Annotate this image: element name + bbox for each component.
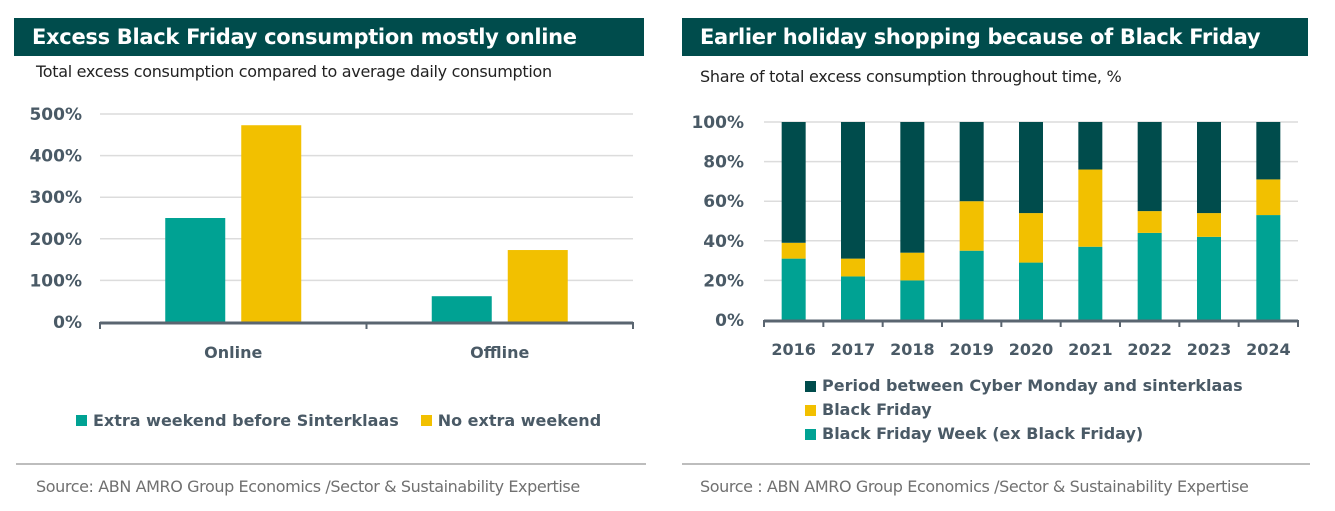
bar-segment-2017-period-between-cyber-monday-and-sinterklaas <box>841 122 865 259</box>
bar-segment-2024-black-friday-week-ex-black-friday <box>1256 215 1281 320</box>
bar-segment-2020-period-between-cyber-monday-and-sinterklaas <box>1019 122 1043 214</box>
x-category-label: 2019 <box>949 340 994 359</box>
x-category-label: 2017 <box>831 340 876 359</box>
bar-segment-2021-black-friday <box>1078 169 1103 247</box>
left-chart-title: Excess Black Friday consumption mostly o… <box>14 18 644 56</box>
bar-segment-2021-period-between-cyber-monday-and-sinterklaas <box>1078 122 1103 170</box>
x-category-label: 2023 <box>1187 340 1232 359</box>
y-tick-label: 200% <box>29 230 82 250</box>
bar-offline-no-extra-weekend <box>507 250 568 322</box>
bar-segment-2023-black-friday <box>1197 213 1221 237</box>
y-tick-label: 0% <box>715 311 744 331</box>
y-tick-label: 40% <box>703 232 744 252</box>
bar-segment-2019-black-friday <box>959 201 984 251</box>
left-chart-panel: Excess Black Friday consumption mostly o… <box>0 0 660 511</box>
y-tick-label: 20% <box>703 271 744 291</box>
source-divider <box>16 463 646 465</box>
bar-segment-2018-period-between-cyber-monday-and-sinterklaas <box>900 122 925 253</box>
bar-segment-2022-black-friday-week-ex-black-friday <box>1137 232 1162 320</box>
bar-segment-2016-black-friday-week-ex-black-friday <box>781 258 806 320</box>
teal-swatch-icon <box>805 428 816 440</box>
bar-segment-2024-black-friday <box>1256 179 1281 216</box>
legend-item-black-friday-week: Black Friday Week (ex Black Friday) <box>805 422 1243 446</box>
y-tick-label: 100% <box>691 113 744 133</box>
legend-item-cyber-monday-period: Period between Cyber Monday and sinterkl… <box>805 374 1243 398</box>
x-category-label: 2020 <box>1009 340 1054 359</box>
x-category-label: Online <box>204 343 262 362</box>
bar-offline-extra-weekend <box>431 296 492 322</box>
bar-segment-2023-black-friday-week-ex-black-friday <box>1197 236 1221 320</box>
y-tick-label: 80% <box>703 153 744 173</box>
x-category-label: 2022 <box>1127 340 1172 359</box>
right-source-note: Source : ABN AMRO Group Economics /Secto… <box>700 477 1249 496</box>
bar-segment-2019-period-between-cyber-monday-and-sinterklaas <box>959 122 984 202</box>
x-category-label: Offline <box>470 343 529 362</box>
dark-green-swatch-icon <box>805 380 816 392</box>
legend-item-no-extra-weekend: No extra weekend <box>420 411 602 430</box>
bar-segment-2023-period-between-cyber-monday-and-sinterklaas <box>1197 122 1221 214</box>
right-legend: Period between Cyber Monday and sinterkl… <box>805 374 1243 446</box>
left-source-note: Source: ABN AMRO Group Economics /Sector… <box>36 477 580 496</box>
bar-segment-2020-black-friday <box>1019 213 1043 263</box>
x-category-label: 2018 <box>890 340 935 359</box>
y-tick-label: 0% <box>53 313 82 333</box>
legend-label: Period between Cyber Monday and sinterkl… <box>822 376 1243 395</box>
right-stacked-bar-chart: 0% 20% 40% 60% 80% 100% 2016 2017 2018 2019 2020 20… <box>691 113 1299 359</box>
bar-segment-2020-black-friday-week-ex-black-friday <box>1019 262 1043 320</box>
left-chart-subtitle: Total excess consumption compared to ave… <box>36 62 552 81</box>
x-category-label: 2024 <box>1246 340 1291 359</box>
source-divider <box>682 463 1310 465</box>
legend-label: Black Friday Week (ex Black Friday) <box>822 424 1144 443</box>
bar-online-no-extra-weekend <box>241 125 302 323</box>
bar-segment-2024-period-between-cyber-monday-and-sinterklaas <box>1256 122 1281 180</box>
bar-segment-2018-black-friday <box>900 252 925 281</box>
legend-label: Black Friday <box>822 400 932 419</box>
legend-item-black-friday: Black Friday <box>805 398 1243 422</box>
teal-swatch-icon <box>76 415 87 426</box>
legend-label: No extra weekend <box>437 411 602 430</box>
bar-segment-2017-black-friday <box>841 258 865 277</box>
y-tick-label: 300% <box>29 188 82 208</box>
x-category-label: 2016 <box>771 340 816 359</box>
yellow-swatch-icon <box>805 404 816 416</box>
bar-segment-2021-black-friday-week-ex-black-friday <box>1078 246 1103 320</box>
legend-item-extra-weekend: Extra weekend before Sinterklaas <box>76 411 399 430</box>
left-bar-chart: 0% 100% 200% 300% 400% 500% Online Offline <box>29 105 634 362</box>
right-chart-subtitle: Share of total excess consumption throug… <box>700 67 1122 86</box>
y-tick-label: 500% <box>29 105 82 125</box>
bar-segment-2022-black-friday <box>1137 211 1162 233</box>
x-category-label: 2021 <box>1068 340 1113 359</box>
bar-segment-2016-black-friday <box>781 242 806 259</box>
right-chart-panel: Earlier holiday shopping because of Blac… <box>660 0 1335 511</box>
y-tick-label: 400% <box>29 147 82 167</box>
bar-segment-2019-black-friday-week-ex-black-friday <box>959 250 984 320</box>
bar-online-extra-weekend <box>165 218 226 322</box>
left-legend: Extra weekend before Sinterklaas No extr… <box>76 411 601 430</box>
legend-label: Extra weekend before Sinterklaas <box>93 411 399 430</box>
bar-segment-2018-black-friday-week-ex-black-friday <box>900 280 925 320</box>
bar-segment-2017-black-friday-week-ex-black-friday <box>841 276 865 320</box>
bar-segment-2016-period-between-cyber-monday-and-sinterklaas <box>781 122 806 243</box>
right-chart-title: Earlier holiday shopping because of Blac… <box>682 18 1308 56</box>
y-tick-label: 60% <box>703 192 744 212</box>
y-tick-label: 100% <box>29 271 82 291</box>
bar-segment-2022-period-between-cyber-monday-and-sinterklaas <box>1137 122 1162 212</box>
yellow-swatch-icon <box>420 415 432 426</box>
